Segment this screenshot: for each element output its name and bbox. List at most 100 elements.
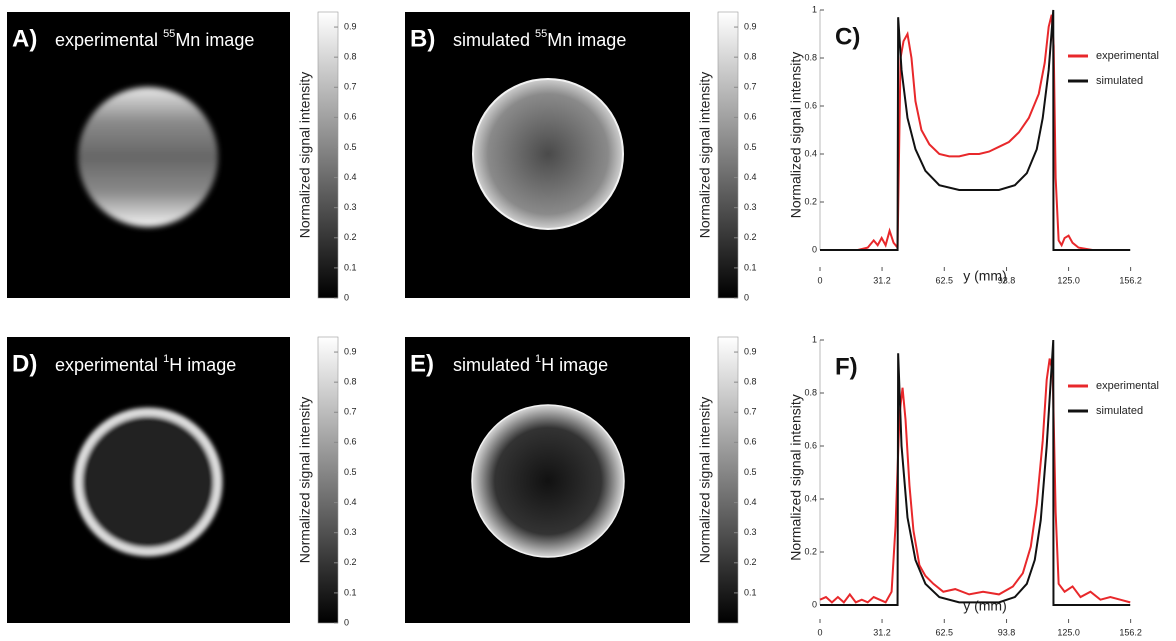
colorbar-label: Normalized signal intensity xyxy=(697,72,713,239)
colorbar-tick-label: 0 xyxy=(344,617,349,627)
x-axis-label: y (mm) xyxy=(963,268,1007,284)
colorbar-tick-label: 0.1 xyxy=(344,587,357,597)
colorbar-tick-label: 0.1 xyxy=(744,587,757,597)
image-panel: E) simulated 1H image 0.1 0.2 0.3 0.4 0.5 0.6 0.7… xyxy=(405,336,757,624)
object-disc xyxy=(73,407,223,557)
x-tick-label: 0 xyxy=(817,275,822,285)
colorbar xyxy=(317,336,339,624)
y-tick-label: 0 xyxy=(812,244,817,254)
panel-label: B) xyxy=(410,25,435,52)
x-tick-label: 125.0 xyxy=(1057,627,1080,637)
title-text: H image xyxy=(169,355,236,375)
colorbar-tick-label: 0.4 xyxy=(744,497,757,507)
colorbar-tick-label: 0.9 xyxy=(744,21,757,31)
y-tick-label: 0.6 xyxy=(804,100,817,110)
panel-title: simulated 1H image xyxy=(453,353,608,375)
y-axis-label: Normalized signal intensity xyxy=(788,394,804,561)
colorbar-tick-label: 0.5 xyxy=(344,142,357,152)
y-tick-label: 0.4 xyxy=(804,148,817,158)
colorbar-label: Normalized signal intensity xyxy=(297,397,313,564)
colorbar-tick-label: 0 xyxy=(344,292,349,302)
object-disc xyxy=(472,78,624,230)
colorbar-label: Normalized signal intensity xyxy=(697,397,713,564)
colorbar-tick-label: 0.8 xyxy=(744,52,757,62)
y-tick-label: 0.2 xyxy=(804,546,817,556)
title-text: experimental xyxy=(55,355,158,375)
x-tick-label: 62.5 xyxy=(936,275,954,285)
colorbar-tick-label: 0.9 xyxy=(344,346,357,356)
data-line xyxy=(857,14,1093,251)
title-text: simulated xyxy=(453,355,530,375)
legend-label: experimental xyxy=(1096,380,1159,392)
x-tick-label: 125.0 xyxy=(1057,275,1080,285)
colorbar-tick-label: 0.2 xyxy=(744,557,757,567)
y-tick-label: 0.2 xyxy=(804,196,817,206)
colorbar-tick-label: 0.2 xyxy=(344,557,357,567)
data-line xyxy=(820,339,1131,606)
panel-label: C) xyxy=(835,23,860,50)
y-tick-label: 0.4 xyxy=(804,493,817,503)
title-superscript: 55 xyxy=(163,28,175,40)
x-tick-label: 93.8 xyxy=(998,275,1016,285)
x-tick-label: 156.2 xyxy=(1119,627,1142,637)
title-superscript: 55 xyxy=(535,28,547,40)
colorbar-tick-label: 0.9 xyxy=(744,346,757,356)
colorbar-tick-label: 0.5 xyxy=(344,467,357,477)
colorbar-tick-label: 0.8 xyxy=(744,377,757,387)
x-tick-label: 93.8 xyxy=(998,627,1016,637)
panel-title: experimental 55Mn image xyxy=(55,28,254,50)
y-tick-label: 0 xyxy=(812,599,817,609)
title-superscript: 1 xyxy=(163,353,169,365)
colorbar-tick-label: 0.7 xyxy=(744,82,757,92)
colorbar-tick-label: 0.1 xyxy=(344,262,357,272)
x-tick-label: 62.5 xyxy=(936,627,954,637)
y-tick-label: 0.6 xyxy=(804,440,817,450)
panel-label: D) xyxy=(12,350,37,377)
title-text: H image xyxy=(541,355,608,375)
data-line xyxy=(820,9,1131,251)
colorbar-tick-label: 0.4 xyxy=(344,497,357,507)
colorbar-tick-label: 0.9 xyxy=(344,21,357,31)
panel-title: experimental 1H image xyxy=(55,353,236,375)
colorbar-tick-label: 0.3 xyxy=(744,527,757,537)
panel-label: A) xyxy=(12,25,37,52)
colorbar-tick-label: 0.6 xyxy=(344,112,357,122)
colorbar-tick-label: 0.7 xyxy=(344,407,357,417)
legend-label: experimental xyxy=(1096,50,1159,62)
object-disc xyxy=(78,87,218,227)
colorbar-tick-label: 0.8 xyxy=(344,377,357,387)
colorbar-tick-label: 0.7 xyxy=(744,407,757,417)
colorbar-tick-label: 0.5 xyxy=(744,467,757,477)
colorbar-tick-label: 0.6 xyxy=(344,437,357,447)
colorbar-tick-label: 0.3 xyxy=(344,202,357,212)
colorbar-tick-label: 0.1 xyxy=(744,262,757,272)
x-tick-label: 156.2 xyxy=(1119,275,1142,285)
x-tick-label: 0 xyxy=(817,627,822,637)
title-text: experimental xyxy=(55,30,158,50)
image-panel: B) simulated 55Mn image 0 0.1 0.2 0.3 0.4 0.5 0.6… xyxy=(405,11,757,302)
colorbar-tick-label: 0.4 xyxy=(344,172,357,182)
x-axis-label: y (mm) xyxy=(963,598,1007,614)
y-tick-label: 0.8 xyxy=(804,387,817,397)
colorbar-label: Normalized signal intensity xyxy=(297,72,313,239)
title-text: Mn image xyxy=(175,30,254,50)
colorbar-tick-label: 0.4 xyxy=(744,172,757,182)
data-line xyxy=(819,358,1131,604)
colorbar-tick-label: 0.3 xyxy=(344,527,357,537)
colorbar-tick-label: 0.6 xyxy=(744,437,757,447)
colorbar-tick-label: 0.2 xyxy=(344,232,357,242)
image-panel: D) experimental 1H image 0 0.1 0.2 0.3 0.4 0.5 0.… xyxy=(7,336,357,627)
colorbar-tick-label: 0 xyxy=(744,292,749,302)
colorbar xyxy=(317,11,339,299)
colorbar xyxy=(717,336,739,624)
line-chart: 0 0.2 0.4 0.6 0.8 1 0 31.2 62.5 93.8 125.0 156.2 y (… xyxy=(788,4,1159,285)
colorbar-tick-label: 0.7 xyxy=(344,82,357,92)
panel-title: simulated 55Mn image xyxy=(453,28,626,50)
image-panel: A) experimental 55Mn image 0 0.1 0.2 0.3 0.4 0.5… xyxy=(7,11,357,302)
title-text: simulated xyxy=(453,30,530,50)
colorbar-tick-label: 0.3 xyxy=(744,202,757,212)
y-axis-label: Normalized signal intensity xyxy=(788,52,804,219)
panel-label: E) xyxy=(410,350,434,377)
y-tick-label: 0.8 xyxy=(804,52,817,62)
